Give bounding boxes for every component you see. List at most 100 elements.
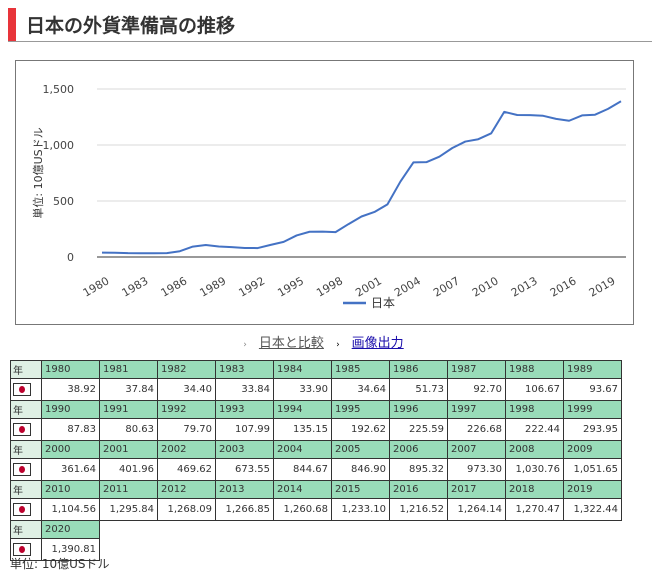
flag-cell [10,378,42,401]
year-cell: 1982 [157,360,216,379]
year-cell: 2008 [505,440,564,459]
year-cell: 1984 [273,360,332,379]
x-tick-label: 1989 [198,274,229,299]
value-cell: 93.67 [563,378,622,401]
value-cell: 1,268.09 [157,498,216,521]
x-tick-label: 2013 [509,274,540,299]
x-tick-label: 2019 [587,274,618,299]
year-cell: 1994 [273,400,332,419]
year-cell: 2005 [331,440,390,459]
value-cell: 192.62 [331,418,390,441]
year-cell: 1990 [41,400,100,419]
value-cell: 225.59 [389,418,448,441]
value-row: 38.92 37.84 34.40 33.84 33.90 34.64 51.73 92.70… [10,378,622,401]
year-cell: 2001 [99,440,158,459]
year-cell: 2000 [41,440,100,459]
year-cell: 2006 [389,440,448,459]
export-image-link[interactable]: 画像出力 [351,336,404,351]
value-cell: 469.62 [157,458,216,481]
year-row: 年 2000 2001 2002 2003 2004 2005 2006 2007 2008 200… [10,440,622,459]
year-cell: 1989 [563,360,622,379]
japan-flag-icon [13,543,31,556]
year-cell: 2011 [99,480,158,499]
year-cell: 1993 [215,400,274,419]
data-table: 年 1980 1981 1982 1983 1984 1985 1986 1987 1988 198… [10,360,622,561]
value-row: 87.83 80.63 79.70 107.99 135.15 192.62 225.59 2… [10,418,622,441]
value-cell: 973.30 [447,458,506,481]
year-label: 年 [10,360,42,379]
year-label: 年 [10,480,42,499]
year-cell: 2009 [563,440,622,459]
year-label: 年 [10,440,42,459]
value-cell: 361.64 [41,458,100,481]
page-title-bar: 日本の外貨準備高の推移 [8,8,652,42]
japan-flag-icon [13,503,31,516]
year-cell: 2016 [389,480,448,499]
x-tick-label: 2010 [470,274,501,299]
value-row: 1,390.81 [10,538,622,561]
value-cell: 38.92 [41,378,100,401]
year-label: 年 [10,520,42,539]
title-accent [8,8,16,41]
value-cell: 293.95 [563,418,622,441]
compare-link[interactable]: 日本と比較 [258,336,324,351]
year-cell: 1995 [331,400,390,419]
value-cell: 222.44 [505,418,564,441]
year-cell: 2002 [157,440,216,459]
unit-note: 単位: 10億USドル [10,557,110,571]
value-cell: 80.63 [99,418,158,441]
year-cell: 1997 [447,400,506,419]
value-cell: 135.15 [273,418,332,441]
value-cell: 673.55 [215,458,274,481]
line-chart: 0 500 1,000 1,500 1980 1983 1986 1989 1992 1995 19… [31,83,626,310]
x-tick-label: 1980 [81,274,112,299]
year-row: 年 2010 2011 2012 2013 2014 2015 2016 2017 2018 201… [10,480,622,499]
value-cell: 1,322.44 [563,498,622,521]
year-cell: 2015 [331,480,390,499]
year-row: 年 1980 1981 1982 1983 1984 1985 1986 1987 1988 198… [10,360,622,379]
japan-flag-icon [13,383,31,396]
y-tick-label: 500 [53,195,74,208]
year-cell: 2012 [157,480,216,499]
year-row: 年 1990 1991 1992 1993 1994 1995 1996 1997 1998 199… [10,400,622,419]
value-cell: 34.40 [157,378,216,401]
flag-cell [10,498,42,521]
x-tick-label: 1998 [314,274,345,299]
flag-cell [10,458,42,481]
chart-container: 0 500 1,000 1,500 1980 1983 1986 1989 1992 1995 19… [15,60,634,325]
value-cell: 1,030.76 [505,458,564,481]
year-cell: 2010 [41,480,100,499]
year-cell: 2018 [505,480,564,499]
value-cell: 1,390.81 [41,538,100,561]
value-cell: 226.68 [447,418,506,441]
japan-flag-icon [13,463,31,476]
value-cell: 844.67 [273,458,332,481]
value-cell: 1,051.65 [563,458,622,481]
year-cell: 1985 [331,360,390,379]
year-cell: 1991 [99,400,158,419]
x-tick-label: 1983 [120,274,151,299]
year-cell: 1986 [389,360,448,379]
y-tick-label: 1,500 [43,83,75,96]
value-cell: 33.90 [273,378,332,401]
year-cell: 1992 [157,400,216,419]
year-cell: 2020 [41,520,100,539]
japan-flag-icon [13,423,31,436]
value-cell: 1,264.14 [447,498,506,521]
value-cell: 1,233.10 [331,498,390,521]
value-cell: 87.83 [41,418,100,441]
value-cell: 51.73 [389,378,448,401]
year-cell: 2013 [215,480,274,499]
page-title: 日本の外貨準備高の推移 [26,15,236,37]
chevron-right-icon: › [243,340,247,350]
value-cell: 92.70 [447,378,506,401]
x-tick-label: 2007 [431,274,462,299]
value-cell: 37.84 [99,378,158,401]
year-cell: 1998 [505,400,564,419]
value-cell: 107.99 [215,418,274,441]
year-cell: 1999 [563,400,622,419]
value-cell: 1,216.52 [389,498,448,521]
x-tick-label: 2004 [392,274,423,299]
value-cell: 33.84 [215,378,274,401]
y-tick-label: 0 [67,251,74,264]
